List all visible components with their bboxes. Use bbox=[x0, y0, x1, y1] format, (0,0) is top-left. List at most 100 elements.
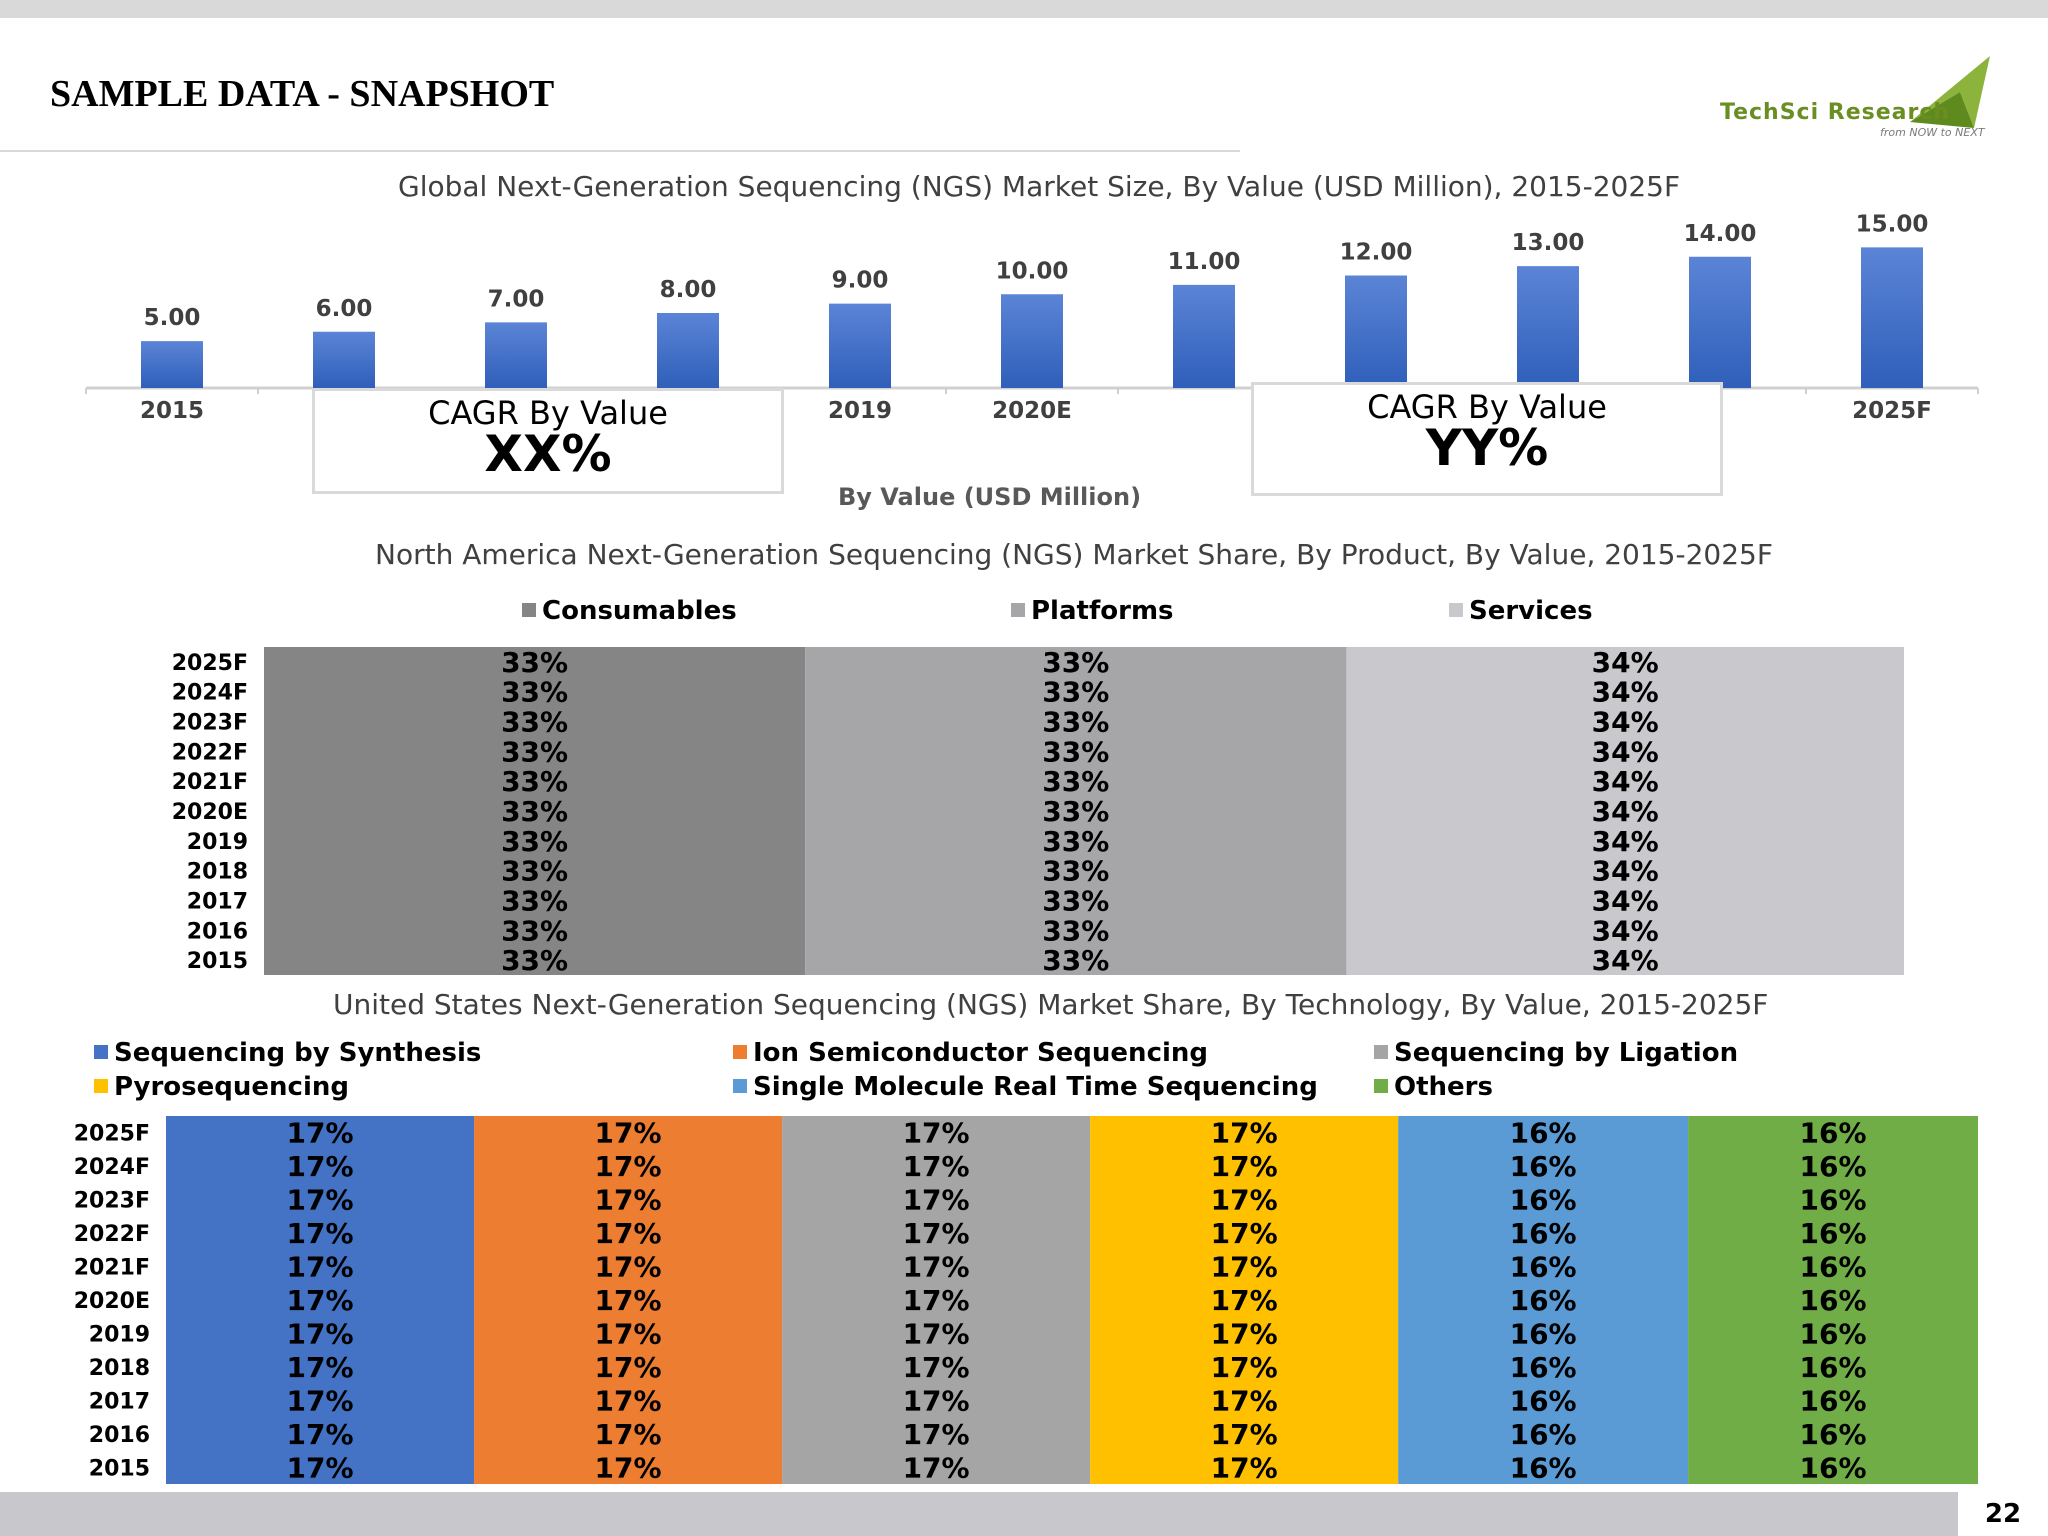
legend-label: Others bbox=[1394, 1072, 1493, 1102]
data-label: 16% bbox=[1510, 1418, 1577, 1451]
data-label: 17% bbox=[1211, 1317, 1278, 1350]
data-label: 17% bbox=[287, 1150, 354, 1183]
data-label: 17% bbox=[595, 1217, 662, 1250]
chart3-title: United States Next-Generation Sequencing… bbox=[333, 988, 1769, 1021]
data-label: 17% bbox=[287, 1184, 354, 1217]
data-label: 17% bbox=[595, 1184, 662, 1217]
data-label: 17% bbox=[1211, 1184, 1278, 1217]
data-label: 33% bbox=[501, 795, 568, 828]
data-label: 17% bbox=[595, 1351, 662, 1384]
legend-swatch bbox=[1449, 602, 1463, 617]
cagr-value-2: YY% bbox=[1425, 419, 1549, 477]
legend-item: Single Molecule Real Time Sequencing bbox=[733, 1072, 1318, 1102]
y-tick-label: 2024F bbox=[172, 681, 248, 706]
data-label: 34% bbox=[1592, 706, 1659, 739]
legend-item: Ion Semiconductor Sequencing bbox=[733, 1038, 1208, 1068]
data-label: 17% bbox=[1211, 1351, 1278, 1384]
legend-swatch bbox=[94, 1078, 108, 1093]
bar-2024F bbox=[1689, 256, 1751, 388]
chart1-title: Global Next-Generation Sequencing (NGS) … bbox=[398, 170, 1681, 203]
legend-item: Others bbox=[1374, 1072, 1493, 1102]
data-label: 17% bbox=[903, 1384, 970, 1417]
data-label: 34% bbox=[1592, 795, 1659, 828]
data-label: 17% bbox=[903, 1351, 970, 1384]
bar-2018 bbox=[657, 313, 719, 388]
data-label: 34% bbox=[1592, 884, 1659, 917]
data-label: 17% bbox=[595, 1384, 662, 1417]
legend-label: Single Molecule Real Time Sequencing bbox=[753, 1072, 1318, 1102]
bar-2021F bbox=[1173, 284, 1235, 388]
y-tick-label: 2025F bbox=[172, 651, 248, 676]
data-label: 16% bbox=[1510, 1150, 1577, 1183]
y-tick-label: 2020E bbox=[172, 800, 248, 825]
bar-2022F bbox=[1345, 275, 1407, 388]
data-label: 9.00 bbox=[832, 268, 889, 294]
legend-swatch bbox=[94, 1044, 108, 1059]
cagr-box-2: CAGR By Value YY% bbox=[1251, 382, 1723, 496]
y-tick-label: 2016 bbox=[187, 919, 248, 944]
x-tick-label: 2019 bbox=[828, 398, 892, 424]
title-divider bbox=[0, 150, 1240, 152]
data-label: 16% bbox=[1800, 1351, 1867, 1384]
data-label: 16% bbox=[1800, 1451, 1867, 1484]
data-label: 34% bbox=[1592, 765, 1659, 798]
legend-swatch bbox=[522, 602, 536, 617]
data-label: 17% bbox=[287, 1217, 354, 1250]
y-tick-label: 2025F bbox=[74, 1122, 150, 1147]
segment-sequencing-by-synthesis bbox=[166, 1116, 475, 1484]
bar-2023F bbox=[1517, 266, 1579, 388]
y-tick-label: 2019 bbox=[187, 830, 248, 855]
data-label: 17% bbox=[903, 1451, 970, 1484]
data-label: 16% bbox=[1510, 1351, 1577, 1384]
logo-arrow-icon bbox=[1910, 56, 1990, 128]
data-label: 33% bbox=[1042, 884, 1109, 917]
y-tick-label: 2017 bbox=[187, 889, 248, 914]
data-label: 17% bbox=[287, 1251, 354, 1284]
y-tick-label: 2024F bbox=[74, 1155, 150, 1180]
y-tick-label: 2020E bbox=[74, 1289, 150, 1314]
segment-ion-semiconductor-sequencing bbox=[474, 1116, 783, 1484]
data-label: 16% bbox=[1510, 1117, 1577, 1150]
y-tick-label: 2015 bbox=[89, 1456, 150, 1481]
data-label: 33% bbox=[1042, 735, 1109, 768]
united-states-share-chart: 17%17%17%17%17%17%17%17%17%17%17%17%17%1… bbox=[74, 1116, 1978, 1484]
x-tick-label: 2020E bbox=[992, 398, 1072, 424]
data-label: 33% bbox=[1042, 855, 1109, 888]
data-label: 17% bbox=[903, 1184, 970, 1217]
legend-swatch bbox=[1374, 1078, 1388, 1093]
data-label: 33% bbox=[501, 646, 568, 679]
data-label: 33% bbox=[501, 944, 568, 977]
data-label: 17% bbox=[1211, 1284, 1278, 1317]
cagr-label-2: CAGR By Value bbox=[1367, 388, 1607, 426]
data-label: 16% bbox=[1800, 1217, 1867, 1250]
chart2-title: North America Next-Generation Sequencing… bbox=[375, 538, 1773, 571]
data-label: 33% bbox=[501, 855, 568, 888]
data-label: 17% bbox=[903, 1150, 970, 1183]
y-tick-label: 2021F bbox=[74, 1256, 150, 1281]
legend-label: Sequencing by Ligation bbox=[1394, 1038, 1739, 1068]
segment-others bbox=[1688, 1116, 1978, 1484]
data-label: 33% bbox=[501, 884, 568, 917]
y-tick-label: 2018 bbox=[187, 860, 248, 885]
data-label: 16% bbox=[1800, 1117, 1867, 1150]
data-label: 16% bbox=[1510, 1384, 1577, 1417]
data-label: 17% bbox=[903, 1217, 970, 1250]
techsci-logo: TechSci Research from NOW to NEXT bbox=[1710, 52, 2010, 148]
data-label: 14.00 bbox=[1684, 221, 1757, 247]
legend-swatch bbox=[1011, 602, 1025, 617]
data-label: 17% bbox=[595, 1251, 662, 1284]
data-label: 16% bbox=[1510, 1451, 1577, 1484]
legend-label: Services bbox=[1469, 596, 1593, 626]
data-label: 17% bbox=[1211, 1217, 1278, 1250]
data-label: 34% bbox=[1592, 825, 1659, 858]
data-label: 13.00 bbox=[1512, 230, 1585, 256]
data-label: 12.00 bbox=[1340, 240, 1413, 266]
data-label: 34% bbox=[1592, 944, 1659, 977]
global-market-size-chart: 5.00 2015 6.00 7.00 8.00 9.00 2019 10.00 2020E 11… bbox=[85, 211, 1979, 424]
data-label: 5.00 bbox=[144, 305, 201, 331]
y-tick-label: 2022F bbox=[74, 1222, 150, 1247]
legend-item: Platforms bbox=[1011, 596, 1174, 626]
data-label: 33% bbox=[1042, 795, 1109, 828]
data-label: 17% bbox=[287, 1451, 354, 1484]
legend-item: Services bbox=[1449, 596, 1593, 626]
